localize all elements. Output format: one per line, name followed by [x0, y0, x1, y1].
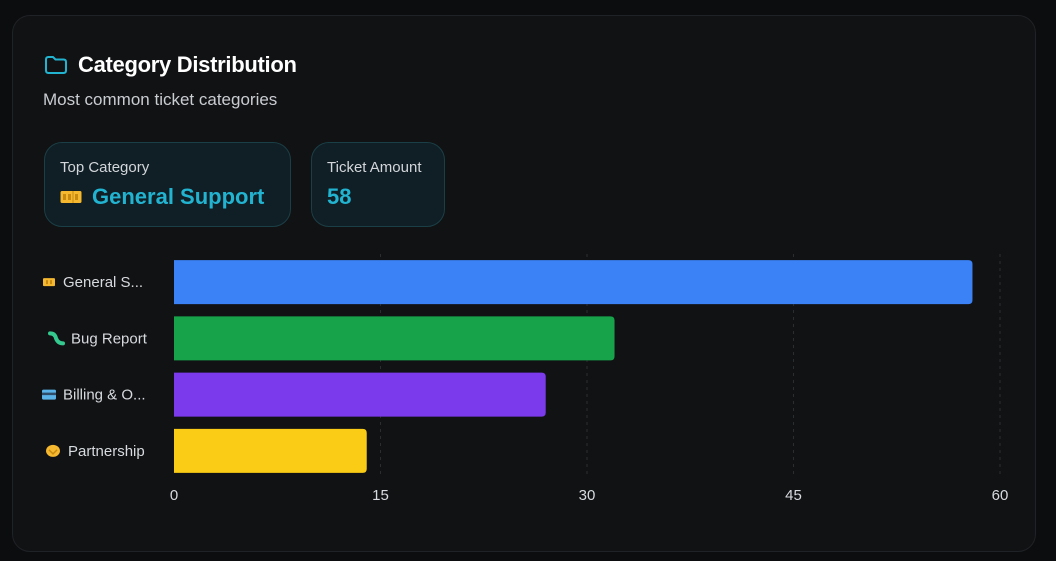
- ticket-amount-label: Ticket Amount: [327, 159, 422, 176]
- top-category-label: Top Category: [60, 159, 150, 176]
- bar: [174, 260, 973, 305]
- credit-card-icon-stripe: [42, 392, 56, 396]
- ticket-icon: [60, 184, 82, 210]
- card-header: Category Distribution: [44, 52, 297, 78]
- handshake-icon-detail: [48, 449, 58, 455]
- x-tick-label: 30: [579, 487, 596, 504]
- ticket-icon: [43, 278, 55, 287]
- bar-label: Billing & O...: [63, 387, 146, 404]
- card-title: Category Distribution: [78, 52, 297, 77]
- card-subtitle: Most common ticket categories: [43, 90, 278, 109]
- top-category-value: General Support: [92, 184, 265, 209]
- bar-label: Partnership: [68, 443, 145, 460]
- bug-icon: [48, 331, 65, 346]
- x-tick-label: 60: [992, 487, 1009, 504]
- x-tick-label: 15: [372, 487, 389, 504]
- ticket-icon-notch: [46, 280, 48, 285]
- bar: [174, 316, 615, 361]
- x-tick-label: 0: [170, 487, 178, 504]
- x-tick-label: 45: [785, 487, 802, 504]
- bar: [174, 372, 546, 417]
- bar: [174, 428, 367, 473]
- ticket-amount-stat: Ticket Amount 58: [311, 142, 445, 227]
- ticket-amount-value: 58: [327, 184, 352, 209]
- top-category-value-row: General Support: [60, 184, 275, 210]
- ticket-icon-notch: [50, 280, 52, 285]
- bar-label: General S...: [63, 274, 143, 291]
- bar-label: Bug Report: [71, 330, 148, 347]
- handshake-icon: [46, 444, 60, 457]
- top-category-stat: Top Category General Support: [44, 142, 291, 227]
- folder-icon: [44, 54, 68, 76]
